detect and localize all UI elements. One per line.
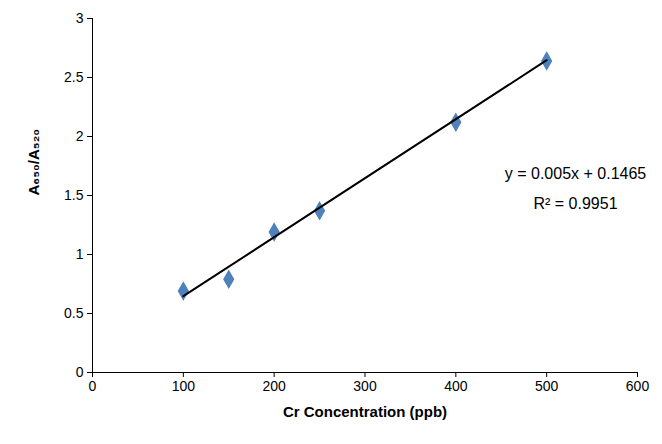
svg-text:2: 2 bbox=[76, 128, 84, 144]
svg-text:200: 200 bbox=[262, 378, 286, 394]
svg-text:3: 3 bbox=[76, 10, 84, 26]
svg-text:600: 600 bbox=[626, 378, 650, 394]
svg-text:R² = 0.9951: R² = 0.9951 bbox=[533, 195, 617, 212]
svg-text:0: 0 bbox=[76, 364, 84, 380]
svg-text:100: 100 bbox=[172, 378, 196, 394]
svg-text:y = 0.005x + 0.1465: y = 0.005x + 0.1465 bbox=[505, 165, 647, 182]
svg-text:1.5: 1.5 bbox=[64, 187, 84, 203]
svg-text:400: 400 bbox=[444, 378, 468, 394]
svg-text:0.5: 0.5 bbox=[64, 305, 84, 321]
svg-text:A₆₅₀/A₅₂₀: A₆₅₀/A₅₂₀ bbox=[25, 129, 42, 196]
svg-text:300: 300 bbox=[353, 378, 377, 394]
svg-text:2.5: 2.5 bbox=[64, 69, 84, 85]
svg-text:1: 1 bbox=[76, 246, 84, 262]
svg-text:500: 500 bbox=[535, 378, 559, 394]
svg-text:0: 0 bbox=[89, 378, 97, 394]
svg-text:Cr Concentration (ppb): Cr Concentration (ppb) bbox=[283, 403, 447, 420]
